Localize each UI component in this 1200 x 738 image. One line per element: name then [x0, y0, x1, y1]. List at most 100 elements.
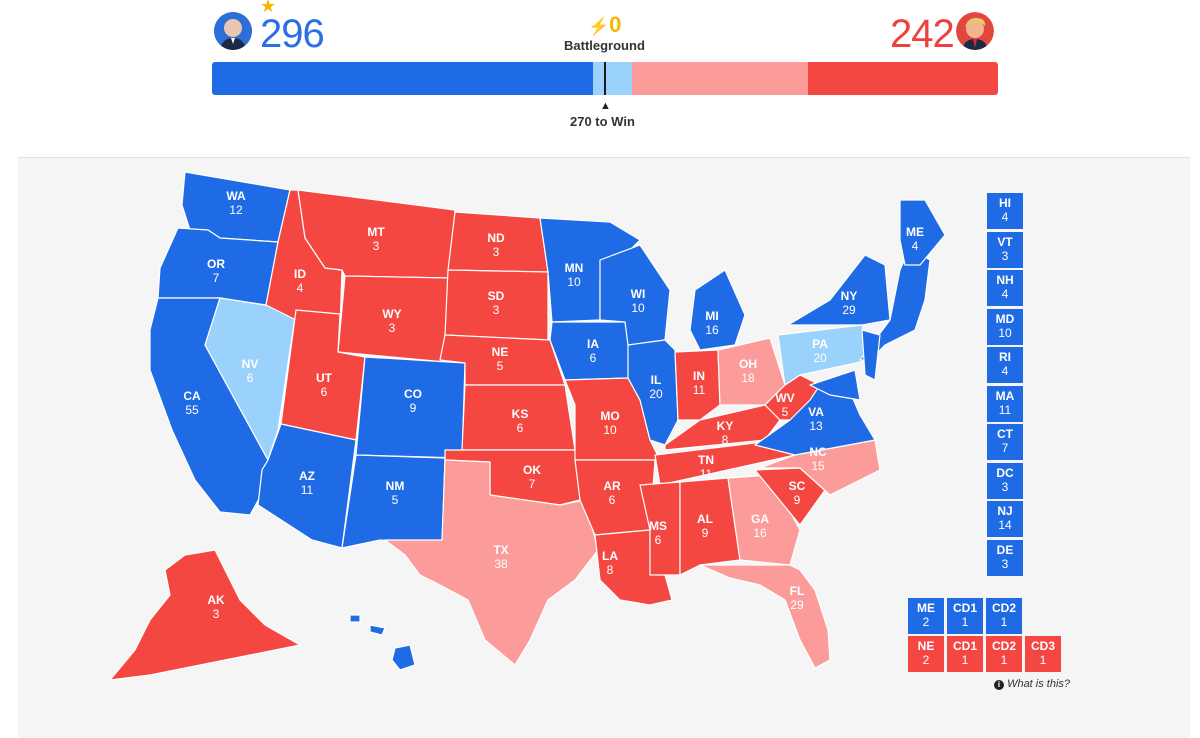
- state-votes-wi: 10: [631, 301, 645, 315]
- district-abbr: CD3: [1030, 639, 1055, 653]
- state-label-oh: OH: [739, 357, 757, 371]
- state-label-mi: MI: [705, 309, 718, 323]
- small-state-vt[interactable]: VT 3: [987, 231, 1023, 268]
- state-votes-or: 7: [213, 271, 220, 285]
- district-abbr: CD2: [991, 639, 1016, 653]
- state-votes-wa: 12: [229, 203, 243, 217]
- bolt-icon: ⚡: [588, 17, 610, 36]
- small-state-abbr: HI: [999, 196, 1011, 210]
- state-votes-pa: 20: [813, 351, 827, 365]
- state-votes-wv: 5: [782, 405, 789, 419]
- dem-electoral-total: 296: [260, 12, 325, 56]
- state-ny[interactable]: [787, 254, 891, 326]
- state-me[interactable]: [899, 199, 946, 266]
- state-votes-ca: 55: [185, 403, 199, 417]
- state-label-ia: IA: [587, 337, 599, 351]
- state-label-sc: SC: [789, 479, 806, 493]
- state-label-in: IN: [693, 369, 705, 383]
- district-abbr: NE: [917, 639, 935, 653]
- what-is-this-link[interactable]: i What is this?: [994, 678, 1070, 690]
- state-az[interactable]: [257, 423, 357, 549]
- small-state-nj[interactable]: NJ 14: [987, 501, 1023, 537]
- state-label-tx: TX: [493, 543, 508, 557]
- rep-candidate-avatar: [956, 12, 994, 50]
- state-votes-mn: 10: [567, 275, 581, 289]
- state-label-ny: NY: [841, 289, 858, 303]
- small-state-abbr: CT: [997, 427, 1013, 441]
- state-label-nm: NM: [386, 479, 405, 493]
- small-state-ma[interactable]: MA 11: [987, 385, 1023, 422]
- small-state-ri[interactable]: RI 4: [987, 347, 1023, 383]
- small-state-abbr: MD: [995, 311, 1015, 326]
- state-votes-il: 20: [649, 387, 663, 401]
- threshold-marker-icon: ▲: [600, 100, 611, 112]
- state-votes-sc: 9: [794, 493, 801, 507]
- small-state-votes: 4: [1001, 287, 1009, 301]
- nebraska-district-cd2[interactable]: CD2 1: [986, 636, 1022, 672]
- small-state-votes: 10: [998, 325, 1012, 340]
- state-label-ut: UT: [316, 371, 333, 385]
- state-mi[interactable]: [689, 269, 746, 351]
- state-label-ks: KS: [512, 407, 529, 421]
- state-votes-tn: 11: [700, 467, 713, 481]
- state-label-ky: KY: [717, 419, 734, 433]
- state-votes-mt: 3: [373, 239, 380, 253]
- state-hi-island-2[interactable]: [369, 624, 386, 636]
- state-label-wy: WY: [382, 307, 401, 321]
- small-state-abbr: MA: [995, 388, 1015, 403]
- nebraska-district-ne[interactable]: NE 2: [908, 636, 944, 672]
- state-nj[interactable]: [861, 329, 881, 381]
- scoreboard-header: ★ 296 ⚡0 Battleground 242 ▲ 270 to Win: [0, 0, 1200, 155]
- state-ak[interactable]: [109, 549, 301, 681]
- state-votes-al: 9: [702, 526, 709, 540]
- battleground-count: ⚡0: [588, 12, 622, 37]
- state-hi[interactable]: [391, 644, 416, 671]
- state-votes-nd: 3: [493, 245, 500, 259]
- state-label-va: VA: [808, 405, 824, 419]
- maine-district-cd2[interactable]: CD2 1: [986, 598, 1022, 634]
- state-label-ga: GA: [751, 512, 769, 526]
- nebraska-district-cd1[interactable]: CD1 1: [947, 636, 983, 672]
- district-votes: 1: [961, 653, 969, 667]
- small-state-votes: 4: [1001, 210, 1009, 224]
- state-label-ne: NE: [492, 345, 509, 359]
- small-state-nh[interactable]: NH 4: [987, 270, 1023, 306]
- state-votes-sd: 3: [493, 303, 500, 317]
- rep-electoral-total: 242: [890, 12, 955, 56]
- small-state-md[interactable]: MD 10: [987, 308, 1023, 345]
- state-votes-la: 8: [607, 563, 614, 577]
- state-label-nd: ND: [487, 231, 505, 245]
- nebraska-district-cd3[interactable]: CD3 1: [1025, 636, 1061, 672]
- state-label-ca: CA: [183, 389, 201, 403]
- state-label-pa: PA: [812, 337, 828, 351]
- maine-district-cd1[interactable]: CD1 1: [947, 598, 983, 634]
- small-state-hi[interactable]: HI 4: [987, 193, 1023, 229]
- state-votes-ne: 5: [497, 359, 504, 373]
- state-votes-ms: 6: [655, 533, 662, 547]
- state-hi-island[interactable]: [349, 614, 361, 623]
- small-state-abbr: VT: [997, 234, 1013, 249]
- state-md[interactable]: [809, 369, 861, 401]
- info-icon: i: [994, 680, 1004, 690]
- maine-district-me[interactable]: ME 2: [908, 598, 944, 634]
- small-state-dc[interactable]: DC 3: [987, 462, 1023, 499]
- state-pa[interactable]: [777, 324, 871, 386]
- state-ms[interactable]: [639, 481, 681, 576]
- state-fl[interactable]: [699, 564, 831, 669]
- state-tx[interactable]: [384, 459, 599, 666]
- winner-star-icon: ★: [260, 0, 277, 16]
- state-votes-nv: 6: [247, 371, 254, 385]
- state-al[interactable]: [679, 477, 741, 576]
- state-in[interactable]: [674, 349, 721, 421]
- state-label-al: AL: [697, 512, 713, 526]
- dem-candidate-avatar: [214, 12, 252, 50]
- state-votes-ok: 7: [529, 477, 536, 491]
- state-label-ar: AR: [603, 479, 621, 493]
- small-state-votes: 3: [1001, 479, 1009, 494]
- small-state-ct[interactable]: CT 7: [987, 424, 1023, 460]
- state-votes-ia: 6: [590, 351, 597, 365]
- small-state-de[interactable]: DE 3: [987, 539, 1023, 576]
- small-state-abbr: NJ: [997, 504, 1013, 518]
- district-votes: 1: [1039, 653, 1047, 667]
- state-label-id: ID: [294, 267, 306, 281]
